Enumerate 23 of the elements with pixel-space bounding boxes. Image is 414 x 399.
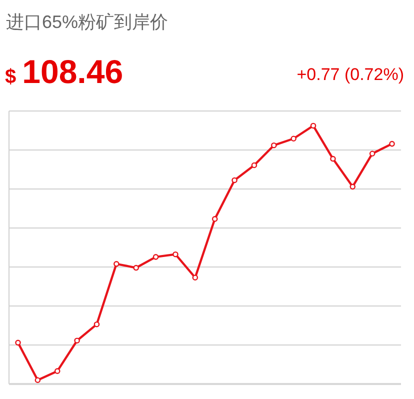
point xyxy=(212,216,218,222)
point xyxy=(192,274,198,280)
point xyxy=(74,338,80,344)
text: +0.77 (0.72%) xyxy=(296,65,404,84)
point xyxy=(330,156,336,162)
point xyxy=(251,162,258,168)
text: $ 108.46 xyxy=(5,53,124,90)
point xyxy=(133,264,140,271)
point xyxy=(172,251,178,258)
chart-title: 进口65%粉矿到岸价 xyxy=(6,12,168,32)
point xyxy=(54,368,60,374)
point xyxy=(350,184,356,190)
point xyxy=(152,254,159,260)
point xyxy=(310,122,316,129)
point xyxy=(290,136,296,142)
point xyxy=(232,177,238,184)
point xyxy=(389,140,395,147)
point xyxy=(369,150,376,157)
point xyxy=(114,261,120,267)
point xyxy=(34,377,41,384)
point xyxy=(270,142,277,148)
point xyxy=(15,340,21,346)
point xyxy=(94,321,100,328)
